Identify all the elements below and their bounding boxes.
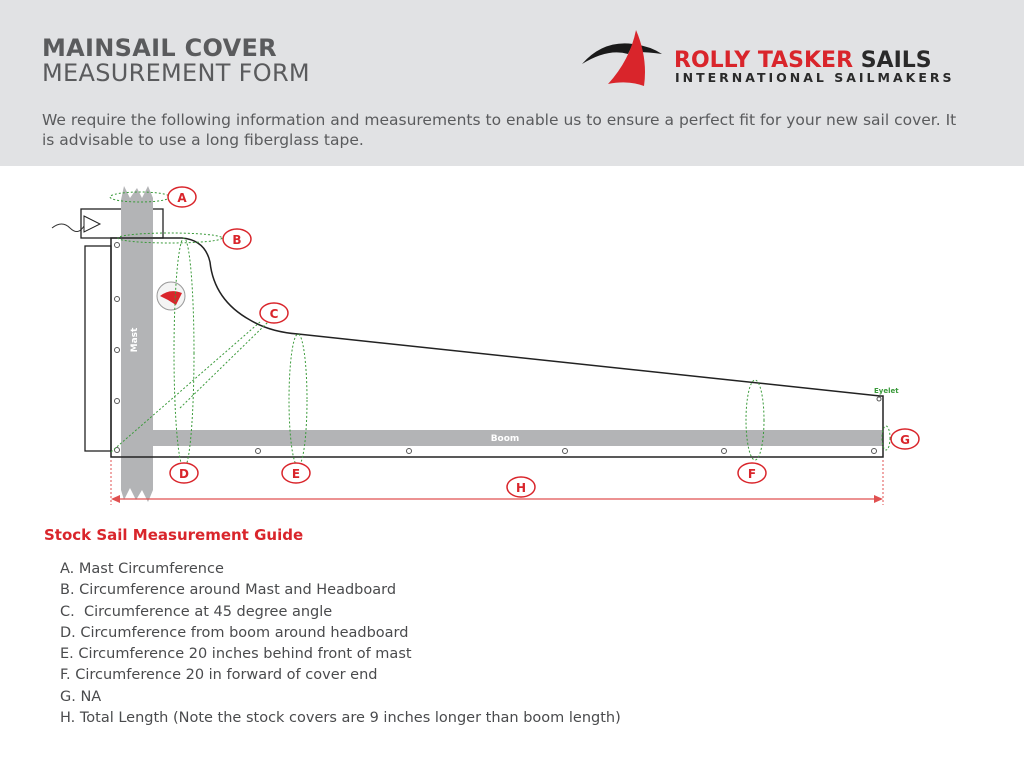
marker-h: H	[506, 476, 536, 498]
svg-text:F: F	[748, 467, 756, 481]
zip-panel	[84, 245, 112, 452]
shackle-icon	[83, 215, 102, 233]
guide-list: A. Mast Circumference B. Circumference a…	[60, 561, 621, 731]
boom	[153, 430, 883, 446]
sail-logo-icon	[582, 30, 662, 86]
guide-item: B. Circumference around Mast and Headboa…	[60, 582, 397, 599]
sail-cover-diagram: Mast Boom Eyelet A B	[51, 186, 920, 505]
marker-a: A	[167, 186, 197, 208]
page-subtitle: MEASUREMENT FORM	[42, 59, 310, 87]
marker-b: B	[222, 228, 252, 250]
guide-item: E. Circumference 20 inches behind front …	[60, 646, 412, 663]
marker-e: E	[281, 462, 311, 484]
svg-text:H: H	[516, 481, 526, 495]
svg-text:C: C	[270, 307, 279, 321]
page-title: MAINSAIL COVER	[42, 34, 277, 62]
marker-c: C	[259, 302, 289, 324]
marker-f: F	[737, 462, 767, 484]
svg-text:A: A	[177, 191, 187, 205]
svg-text:G: G	[900, 433, 910, 447]
boom-label: Boom	[491, 434, 520, 444]
mast-label: Mast	[130, 327, 140, 352]
guide-item: G. NA	[60, 688, 102, 705]
brand-tagline: INTERNATIONAL SAILMAKERS	[675, 70, 955, 85]
svg-text:B: B	[232, 233, 241, 247]
intro-text: We require the following information and…	[42, 111, 957, 149]
guide-title: Stock Sail Measurement Guide	[44, 526, 304, 544]
mast	[121, 186, 153, 502]
guide-item: F. Circumference 20 in forward of cover …	[60, 667, 378, 684]
svg-text:E: E	[292, 467, 300, 481]
marker-g: G	[890, 428, 920, 450]
guide-item: A. Mast Circumference	[60, 561, 224, 577]
guide-item: H. Total Length (Note the stock covers a…	[60, 710, 621, 727]
brand-name: ROLLY TASKER SAILS	[674, 48, 932, 73]
marker-d: D	[169, 462, 199, 484]
guide-item: D. Circumference from boom around headbo…	[60, 624, 409, 641]
header: MAINSAIL COVER MEASUREMENT FORM We requi…	[0, 0, 1024, 166]
company-logo: ROLLY TASKER SAILS INTERNATIONAL SAILMAK…	[578, 28, 968, 88]
eyelet-label: Eyelet	[874, 387, 899, 395]
halyard-line	[51, 223, 85, 232]
eyelets	[114, 242, 882, 454]
svg-text:D: D	[179, 467, 189, 481]
guide-item: C. Circumference at 45 degree angle	[60, 603, 333, 620]
measurement-loops	[109, 191, 891, 469]
cover-outline	[110, 237, 884, 458]
